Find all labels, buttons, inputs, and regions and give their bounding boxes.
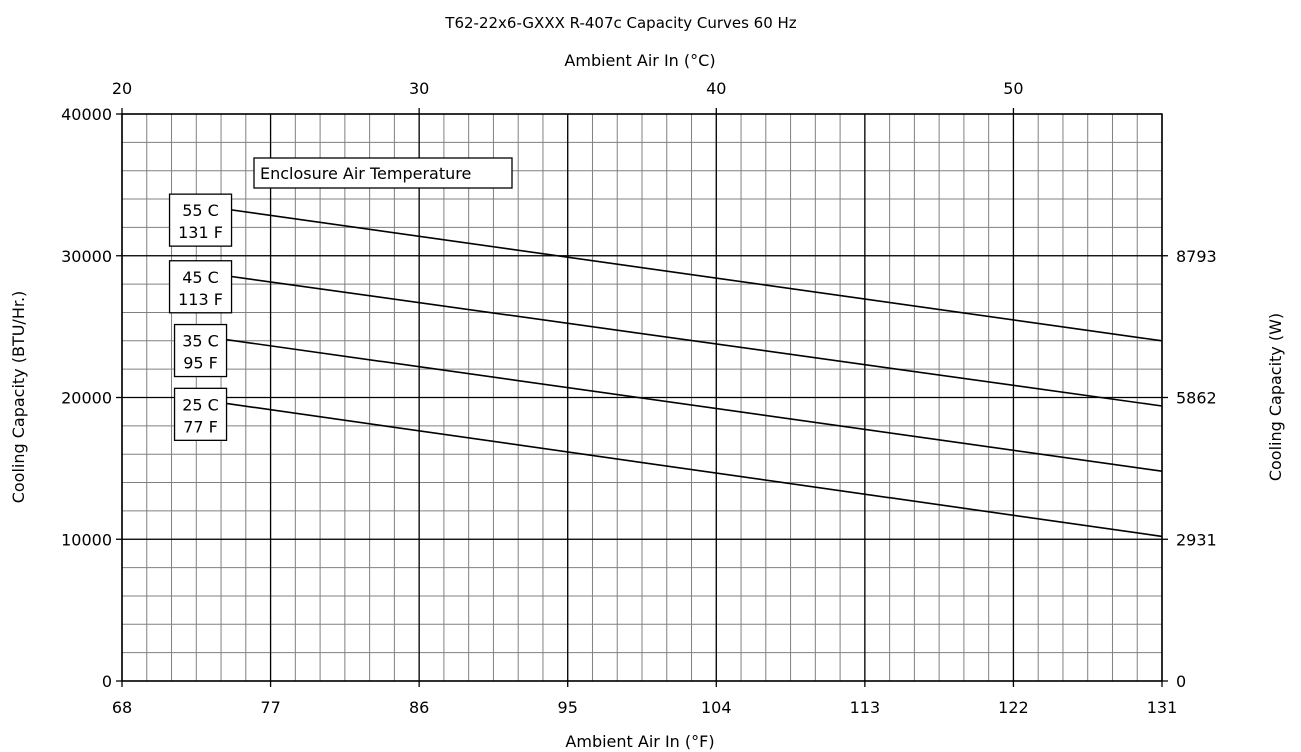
series-label-text: 113 F <box>178 290 223 309</box>
legend-title-text: Enclosure Air Temperature <box>260 164 471 183</box>
x-tick-label: 77 <box>260 698 280 717</box>
tick-labels: 68 77 86 95 104 113 122 131 0 10000 20000 30000 4000… <box>61 79 1217 717</box>
series-label-frame <box>168 193 233 247</box>
series-label-box: 45 C 113 F <box>168 260 233 314</box>
x-tick-label: 122 <box>998 698 1029 717</box>
series-line <box>204 271 1163 407</box>
y-tick-label: 0 <box>102 672 112 691</box>
top-tick-label: 30 <box>409 79 429 98</box>
series-line <box>204 335 1163 473</box>
right-tick-label: 8793 <box>1176 247 1217 266</box>
x-tick-label: 68 <box>112 698 132 717</box>
x-tick-label: 95 <box>558 698 578 717</box>
series-line <box>204 205 1163 342</box>
chart-title: T62-22x6-GXXX R-407c Capacity Curves 60 … <box>444 14 797 32</box>
series-label-text: 77 F <box>183 417 218 436</box>
series-label-text: 45 C <box>182 268 219 287</box>
series-label-text: 95 F <box>183 354 218 373</box>
x-axis-top-label: Ambient Air In (°C) <box>564 51 715 70</box>
x-tick-label: 113 <box>850 698 881 717</box>
x-tick-label: 131 <box>1147 698 1178 717</box>
series-label-box: 55 C 131 F <box>168 193 233 247</box>
series-lines <box>204 205 1163 538</box>
y-tick-label: 30000 <box>61 247 112 266</box>
top-tick-label: 20 <box>112 79 132 98</box>
y-tick-label: 40000 <box>61 105 112 124</box>
series-label-frame <box>173 323 228 378</box>
right-tick-label: 0 <box>1176 672 1186 691</box>
series-label-frame <box>168 260 233 314</box>
right-tick-label: 2931 <box>1176 530 1217 549</box>
x-axis-bottom-label: Ambient Air In (°F) <box>565 732 714 751</box>
top-tick-label: 50 <box>1003 79 1023 98</box>
series-label-text: 25 C <box>182 395 219 414</box>
series-label-box: 25 C 77 F <box>173 387 228 441</box>
series-label-text: 35 C <box>182 332 219 351</box>
y-tick-label: 10000 <box>61 530 112 549</box>
y-axis-left-label: Cooling Capacity (BTU/Hr.) <box>9 291 28 504</box>
series-label-text: 131 F <box>178 223 223 242</box>
right-tick-label: 5862 <box>1176 389 1217 408</box>
series-label-text: 55 C <box>182 201 219 220</box>
series-labels: 55 C 131 F 45 C 113 F 35 C 95 F 25 C 77 F Enclos… <box>168 157 513 441</box>
series-label-frame <box>173 387 228 441</box>
series-label-box: 35 C 95 F <box>173 323 228 378</box>
legend-title-frame <box>253 157 513 189</box>
y-axis-right-label: Cooling Capacity (W) <box>1266 313 1285 481</box>
y-tick-label: 20000 <box>61 389 112 408</box>
series-line <box>204 399 1163 538</box>
x-tick-label: 104 <box>701 698 732 717</box>
x-tick-label: 86 <box>409 698 429 717</box>
top-tick-label: 40 <box>706 79 726 98</box>
legend-title-box: Enclosure Air Temperature <box>253 157 513 189</box>
